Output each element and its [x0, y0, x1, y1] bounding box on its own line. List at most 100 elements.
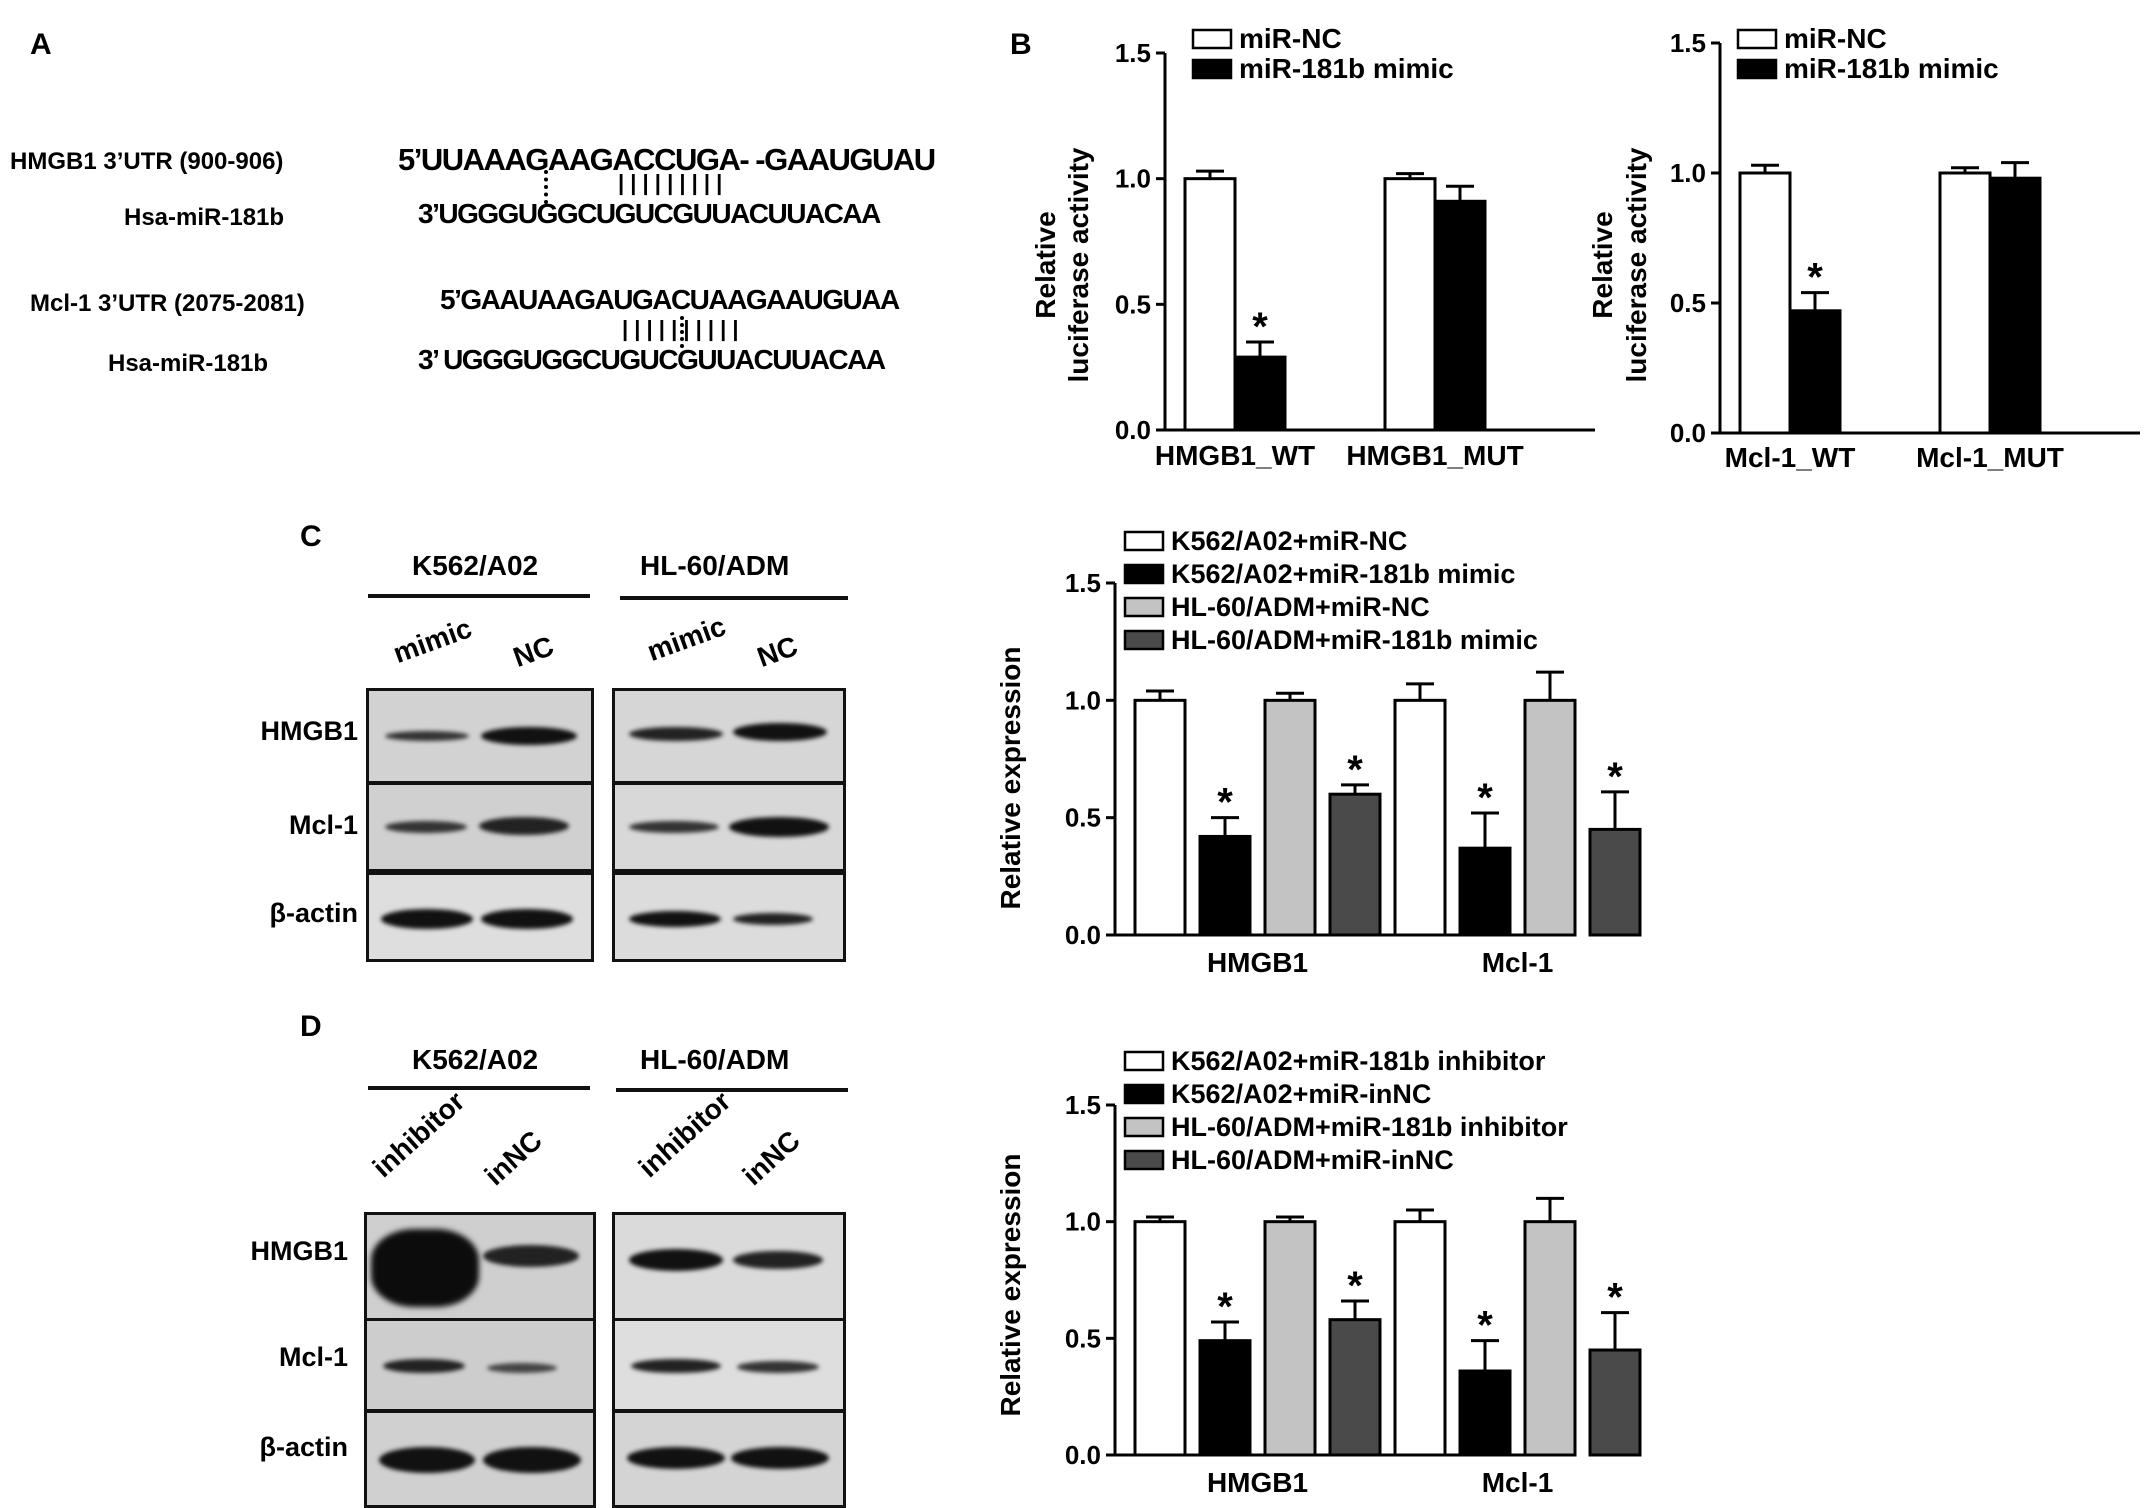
- mcl1-seed-marker: [680, 316, 688, 348]
- y-tick-label: 0.5: [1115, 289, 1151, 319]
- legend-swatch: [1736, 28, 1778, 50]
- blot-d-header-line-2: [616, 1088, 848, 1092]
- blot-d-k562-actin: [364, 1410, 596, 1508]
- bar: [1328, 1318, 1382, 1457]
- panel-label-a: A: [30, 28, 52, 61]
- y-tick-label: 0.0: [1065, 1440, 1101, 1470]
- panel-label-c: C: [300, 520, 322, 553]
- mir181b-label-1: Hsa-miR-181b: [124, 204, 285, 231]
- mcl1-utr-label: Mcl-1 3’UTR (2075-2081): [30, 290, 305, 317]
- blot-d-lane-1: inhibitor: [366, 1085, 471, 1184]
- legend-label: HL-60/ADM+miR-181b inhibitor: [1171, 1112, 1568, 1142]
- bar: [1988, 176, 2042, 435]
- category-label: HMGB1_WT: [1155, 440, 1315, 471]
- blot-d-header-line-1: [368, 1086, 590, 1090]
- bar: [1383, 177, 1437, 432]
- bar: [1588, 827, 1642, 937]
- significance-star: *: [1607, 755, 1623, 799]
- legend-swatch: [1123, 629, 1165, 651]
- chart-b2-mcl1-luciferase: 0.0 0.5 1.0 1.5 Relative luciferase activity m…: [1590, 23, 2140, 473]
- y-axis-label: luciferase activity: [1621, 147, 1652, 382]
- bar: [1133, 698, 1187, 937]
- significance-star: *: [1217, 1285, 1233, 1329]
- y-tick-label: 1.5: [1065, 1090, 1101, 1120]
- hmgb1-utr-sequence: 5’UUAAAGAAGACCUGA- -GAAUGUAU: [398, 142, 936, 177]
- legend-swatch: [1123, 1149, 1165, 1171]
- significance-star: *: [1807, 256, 1823, 300]
- legend-swatch: [1191, 28, 1233, 50]
- mir181b-label-2: Hsa-miR-181b: [108, 350, 269, 377]
- legend-label: HL-60/ADM+miR-inNC: [1171, 1145, 1454, 1175]
- blot-c-k562-hmgb1: [366, 688, 594, 784]
- hmgb1-pairing-lines: | | | | | | | | |: [618, 170, 723, 195]
- y-tick-label: 1.5: [1670, 28, 1706, 58]
- bar: [1433, 199, 1487, 432]
- legend-label: K562/A02+miR-inNC: [1171, 1079, 1431, 1109]
- category-label: Mcl-1_MUT: [1916, 442, 2064, 473]
- blot-d-hl60-mcl1: [612, 1318, 846, 1412]
- mir181b-sequence-2: 3’ UGGGUGGCUGUCGUUACUUACAA: [418, 344, 886, 375]
- blot-c-k562-mcl1: [366, 782, 594, 872]
- y-tick-label: 0.0: [1670, 418, 1706, 448]
- blot-d-row-bactin: β-actin: [259, 1432, 349, 1462]
- legend-swatch: [1123, 1116, 1165, 1138]
- mcl1-utr-sequence: 5’GAAUAAGAUGACUAAGAAUGUAA: [440, 284, 900, 315]
- y-axis-label: luciferase activity: [1063, 147, 1094, 382]
- legend-swatch: [1123, 530, 1165, 552]
- legend-swatch: [1123, 1050, 1165, 1072]
- bar: [1233, 355, 1287, 432]
- category-label: HMGB1: [1207, 1467, 1308, 1498]
- legend-label: miR-181b mimic: [1239, 53, 1454, 84]
- significance-star: *: [1347, 748, 1363, 792]
- y-tick-label: 0.0: [1115, 415, 1151, 445]
- bar: [1263, 1220, 1317, 1457]
- blot-d-lane-4: inNC: [736, 1124, 806, 1192]
- blot-d-header-1: K562/A02: [412, 1044, 539, 1075]
- chart-b1-hmgb1-luciferase: 0.0 0.5 1.0 1.5 Relative luciferase activity m…: [1030, 23, 1595, 471]
- mir181b-sequence-1: 3’UGGGUGGCUGUCGUUACUUACAA: [418, 198, 881, 229]
- legend-swatch: [1123, 563, 1165, 585]
- bar: [1938, 171, 1992, 435]
- blot-c-k562-actin: [366, 872, 594, 962]
- blot-c-header-line-1: [368, 594, 590, 598]
- legend-swatch: [1123, 1083, 1165, 1105]
- category-label: Mcl-1_WT: [1725, 442, 1856, 473]
- legend-swatch: [1191, 58, 1233, 80]
- blot-d-k562-mcl1: [364, 1318, 596, 1412]
- legend-label: miR-181b mimic: [1784, 53, 1999, 84]
- category-label: Mcl-1: [1482, 947, 1554, 978]
- y-axis-label: Relative expression: [995, 1153, 1026, 1416]
- bar: [1328, 792, 1382, 937]
- legend-swatch: [1736, 58, 1778, 80]
- bar: [1523, 1220, 1577, 1457]
- legend-label: miR-NC: [1239, 23, 1342, 54]
- legend-label: K562/A02+miR-NC: [1171, 526, 1407, 556]
- hmgb1-seed-marker: [544, 170, 552, 204]
- blot-c-lane-3: mimic: [643, 610, 730, 668]
- blot-d-k562-hmgb1: [364, 1212, 596, 1324]
- blot-c-lane-2: NC: [509, 630, 558, 674]
- bar: [1393, 698, 1447, 937]
- significance-star: *: [1477, 776, 1493, 820]
- blot-c-row-bactin: β-actin: [269, 898, 359, 928]
- blot-d-lane-3: inhibitor: [632, 1085, 737, 1184]
- blot-c-lane-1: mimic: [389, 612, 476, 670]
- category-label: HMGB1: [1207, 947, 1308, 978]
- y-tick-label: 0.5: [1065, 803, 1101, 833]
- blot-c-header-2: HL-60/ADM: [640, 550, 790, 581]
- bar: [1458, 1369, 1512, 1457]
- legend-label: miR-NC: [1784, 23, 1887, 54]
- legend-swatch: [1123, 596, 1165, 618]
- bar: [1183, 177, 1237, 432]
- blot-d-header-2: HL-60/ADM: [640, 1044, 790, 1075]
- y-tick-label: 1.5: [1065, 568, 1101, 598]
- legend-label: K562/A02+miR-181b mimic: [1171, 559, 1515, 589]
- blot-c-hl60-actin: [612, 872, 846, 962]
- blot-d-hl60-actin: [612, 1410, 846, 1508]
- significance-star: *: [1607, 1276, 1623, 1320]
- y-tick-label: 1.0: [1115, 164, 1151, 194]
- blot-d-lane-2: inNC: [478, 1124, 548, 1192]
- bar: [1393, 1220, 1447, 1457]
- significance-star: *: [1252, 305, 1268, 349]
- y-axis-label: Relative: [1030, 211, 1061, 318]
